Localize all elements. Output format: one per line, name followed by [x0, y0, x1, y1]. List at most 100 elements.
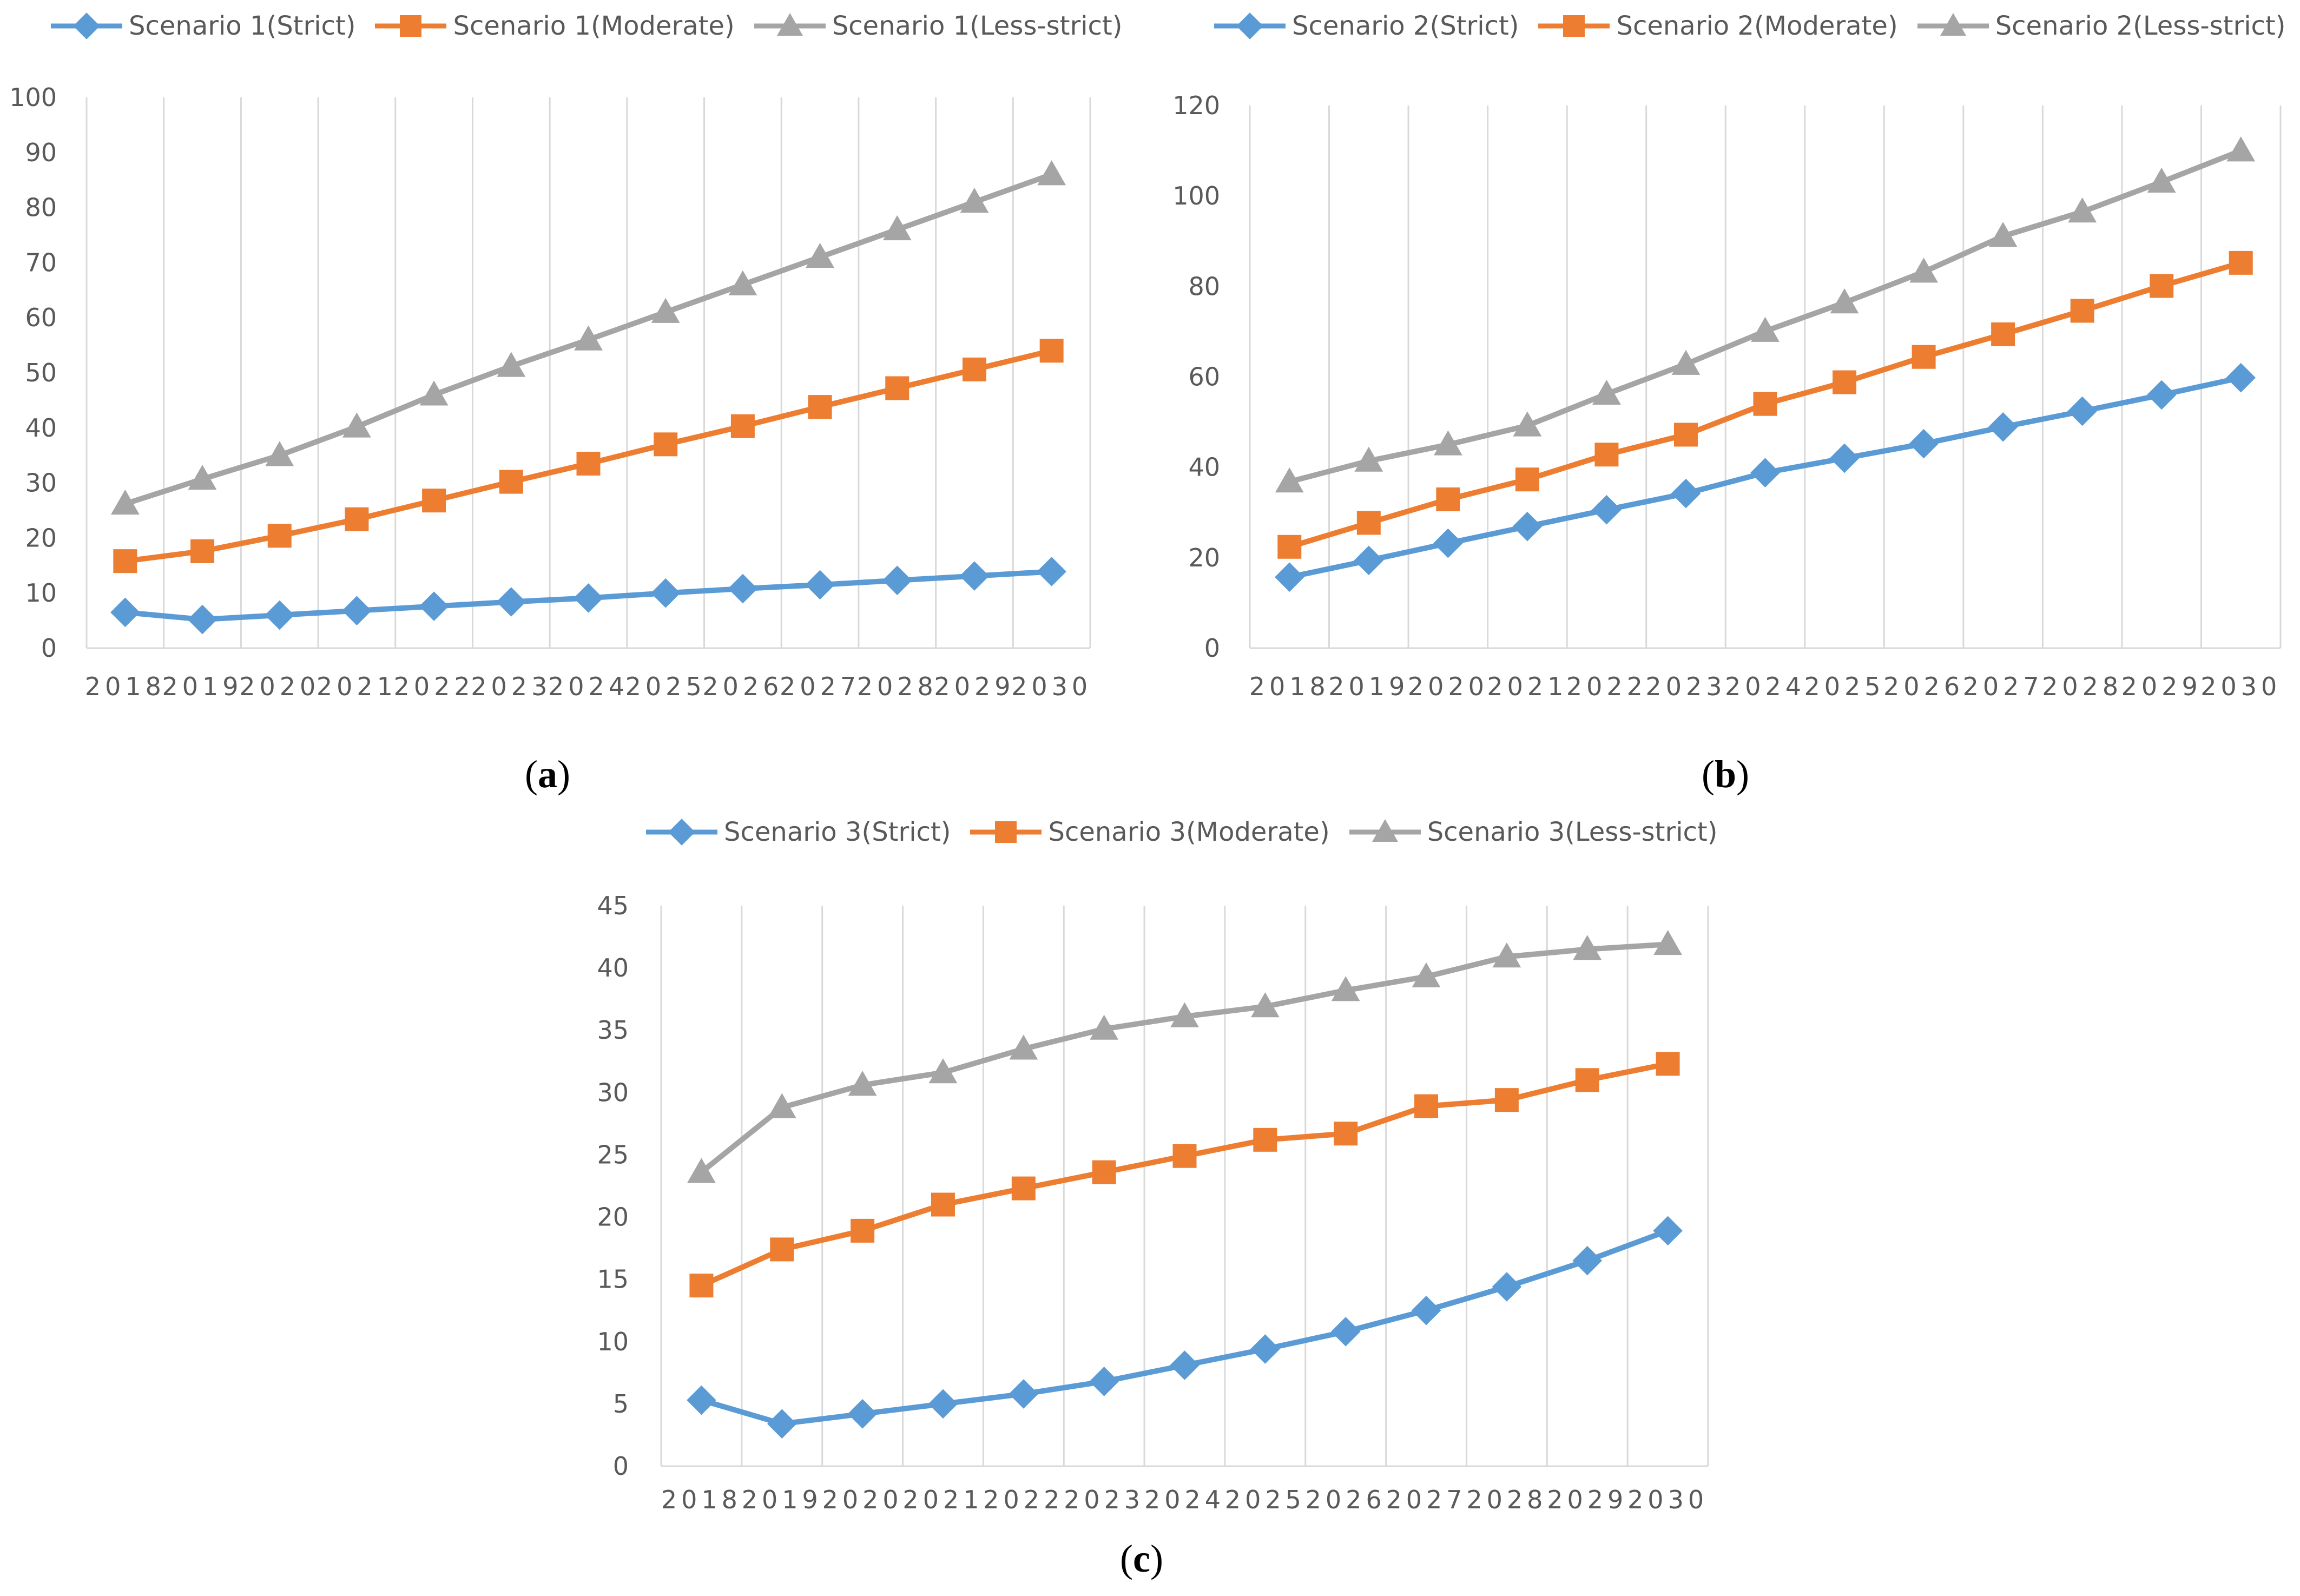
x-tick-label-a: 2022	[394, 672, 475, 701]
x-tick-label-a: 2024	[548, 672, 629, 701]
y-tick-label-c: 45	[597, 891, 629, 920]
x-tick-label-a: 2025	[625, 672, 706, 701]
x-tick-label-a: 2030	[1011, 672, 1092, 701]
x-tick-label-a: 2019	[162, 672, 242, 701]
legend-a: Scenario 1(Strict) Scenario 1(Moderate) Sc…	[49, 11, 1139, 41]
y-tick-label-c: 20	[597, 1203, 629, 1232]
data-point-a-diamond	[574, 583, 603, 613]
panel-label-c: (c)	[1120, 1537, 1163, 1580]
data-point-b-square	[1673, 423, 1698, 447]
data-point-c-triangle	[1090, 1014, 1119, 1040]
x-tick-label-b: 2028	[2042, 672, 2123, 701]
x-tick-label-c: 2022	[983, 1485, 1064, 1514]
x-tick-label-c: 2019	[742, 1485, 822, 1514]
data-point-b-square	[2229, 250, 2253, 275]
panel-label-a: (a)	[525, 753, 570, 796]
data-point-c-square	[1656, 1052, 1680, 1076]
legend-swatch-b-diamond	[1214, 12, 1286, 39]
data-point-a-diamond	[805, 570, 835, 600]
data-point-c-square	[1334, 1122, 1358, 1146]
y-tick-label-a: 100	[9, 83, 57, 112]
x-tick-label-a: 2018	[85, 672, 166, 701]
y-tick-label-b: 40	[1188, 453, 1220, 482]
y-tick-label-a: 10	[25, 578, 57, 608]
y-tick-label-c: 10	[597, 1327, 629, 1356]
x-tick-label-c: 2028	[1466, 1485, 1547, 1514]
chart-b-svg: 0204060801001202018201920202021202220232…	[1172, 91, 2282, 701]
legend-item-c-diamond: Scenario 3(Strict)	[644, 817, 951, 847]
data-point-c-square	[1575, 1068, 1599, 1092]
series-line-c-triangle	[698, 941, 1671, 1175]
y-tick-label-c: 15	[597, 1265, 629, 1294]
y-tick-label-a: 60	[25, 303, 57, 332]
data-point-a-diamond	[110, 597, 140, 628]
legend-label-c-diamond: Scenario 3(Strict)	[724, 817, 951, 847]
data-point-c-triangle	[1250, 992, 1280, 1018]
legend-swatch-marker-a	[73, 12, 100, 39]
y-tick-label-c: 35	[597, 1015, 629, 1045]
x-tick-label-a: 2021	[317, 672, 397, 701]
x-tick-label-c: 2021	[902, 1485, 983, 1514]
data-point-b-diamond	[1512, 511, 1543, 542]
y-tick-label-b: 80	[1188, 272, 1220, 301]
data-point-c-square	[689, 1274, 714, 1298]
legend-swatch-c-diamond	[646, 819, 717, 846]
y-tick-label-c: 0	[613, 1452, 629, 1481]
legend-swatch-c-triangle	[1349, 819, 1421, 842]
data-point-c-square	[1011, 1176, 1036, 1201]
data-point-b-square	[1912, 345, 1936, 369]
data-point-c-diamond	[928, 1389, 958, 1419]
data-point-c-diamond	[1492, 1272, 1522, 1302]
y-tick-label-c: 25	[597, 1140, 629, 1169]
data-point-a-diamond	[342, 596, 372, 626]
legend-swatch-b-triangle	[1917, 13, 1989, 36]
data-point-b-square	[2150, 274, 2174, 298]
data-point-c-diamond	[1572, 1245, 1603, 1276]
data-point-c-diamond	[687, 1385, 716, 1415]
data-point-c-triangle	[1170, 1002, 1199, 1027]
data-point-b-diamond	[1750, 458, 1780, 487]
x-tick-label-b: 2026	[1883, 672, 1964, 701]
data-point-c-diamond	[1170, 1350, 1200, 1380]
y-tick-label-c: 40	[597, 953, 629, 982]
data-point-c-diamond	[1250, 1334, 1280, 1364]
data-point-c-diamond	[1330, 1317, 1361, 1347]
legend-c: Scenario 3(Strict) Scenario 3(Moderate) Sc…	[644, 817, 1735, 847]
data-point-b-square	[1753, 392, 1777, 416]
legend-item-b-square: Scenario 2(Moderate)	[1536, 11, 1898, 41]
data-point-c-triangle	[848, 1071, 877, 1096]
data-point-b-square	[1991, 322, 2015, 346]
data-point-a-triangle	[110, 489, 140, 515]
x-tick-label-b: 2024	[1725, 672, 1805, 701]
legend-item-a-square: Scenario 1(Moderate)	[373, 11, 735, 41]
legend-item-b-diamond: Scenario 2(Strict)	[1212, 11, 1519, 41]
legend-swatch-marker-b	[1236, 12, 1263, 39]
series-line-b-triangle	[1287, 148, 2244, 485]
legend-label-a-square: Scenario 1(Moderate)	[453, 11, 735, 41]
y-tick-label-a: 50	[25, 358, 57, 387]
y-tick-label-b: 120	[1172, 91, 1220, 120]
data-point-c-triangle	[928, 1058, 958, 1084]
data-point-a-diamond	[1037, 557, 1066, 586]
data-point-b-square	[1515, 467, 1539, 492]
data-point-a-square	[190, 539, 215, 563]
y-tick-label-a: 80	[25, 193, 57, 222]
legend-item-b-triangle: Scenario 2(Less-strict)	[1915, 11, 2285, 41]
data-point-a-diamond	[265, 600, 295, 630]
data-point-b-triangle	[1275, 467, 1304, 493]
x-tick-label-b: 2022	[1566, 672, 1647, 701]
chart-panel-b: Scenario 2(Strict) Scenario 2(Moderate) Sc…	[1158, 0, 2294, 812]
data-point-c-triangle	[767, 1093, 796, 1118]
x-tick-label-c: 2020	[822, 1485, 903, 1514]
data-point-c-triangle	[1573, 935, 1602, 960]
data-point-a-triangle	[728, 270, 757, 295]
data-point-b-diamond	[2067, 396, 2097, 426]
data-point-a-square	[885, 376, 910, 400]
data-point-a-square	[654, 432, 678, 457]
data-point-b-triangle	[1988, 222, 2018, 247]
x-tick-label-c: 2025	[1225, 1485, 1306, 1514]
data-point-b-diamond	[1274, 562, 1304, 592]
data-point-b-triangle	[1433, 430, 1462, 456]
data-point-b-square	[1356, 511, 1381, 535]
data-point-b-triangle	[2068, 197, 2097, 223]
